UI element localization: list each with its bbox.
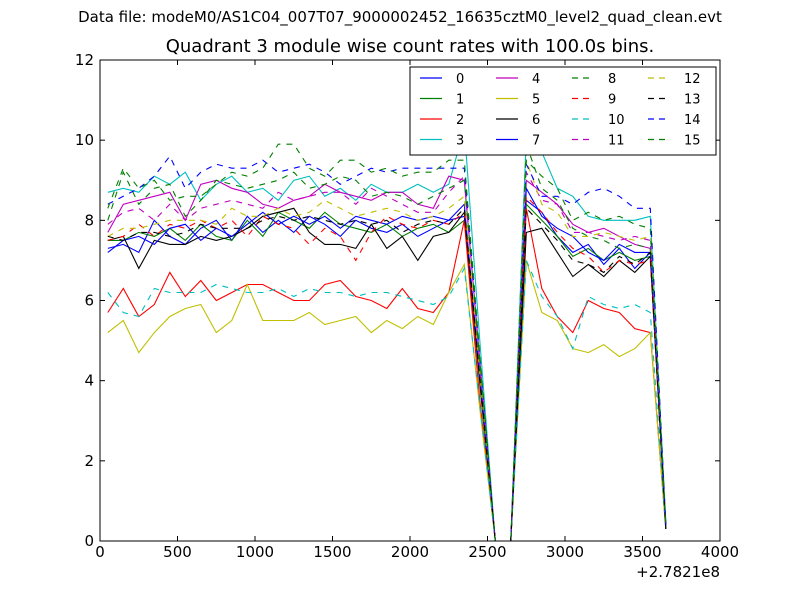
chart-title: Quadrant 3 module wise count rates with … [165,36,655,57]
x-tick-label: 1500 [313,543,351,561]
y-tick-label: 8 [84,211,94,229]
legend-label-7: 7 [532,134,540,149]
series-line-0 [107,199,667,542]
x-tick-label: 4000 [701,543,739,561]
y-tick-label: 4 [84,372,94,390]
legend-label-14: 14 [684,113,701,128]
series-line-12 [107,160,667,542]
series-layer [107,127,667,542]
x-tick-label: 500 [163,543,192,561]
series-line-6 [107,207,667,542]
legend-label-4: 4 [532,72,540,87]
legend-label-0: 0 [456,72,464,87]
legend-label-1: 1 [456,93,464,108]
x-tick-label: 2000 [391,543,429,561]
legend-label-8: 8 [608,72,616,87]
data-file-title: Data file: modeM0/AS1C04_007T07_90000024… [78,8,722,26]
y-tick-label: 10 [75,131,94,149]
y-tick-label: 6 [84,292,94,310]
x-tick-label: 1000 [236,543,274,561]
y-tick-label: 0 [84,532,94,550]
series-line-11 [107,170,667,542]
series-line-8 [107,144,667,542]
legend-label-15: 15 [684,134,701,149]
axes-layer: 0 500 1000 1500 2000 2500 3000 3500 400002468101… [75,51,739,581]
legend-label-5: 5 [532,93,540,108]
y-tick-label: 12 [75,51,94,69]
legend-label-9: 9 [608,93,616,108]
x-tick-label: 2500 [468,543,506,561]
series-line-2 [107,208,667,542]
y-tick-label: 2 [84,452,94,470]
legend-label-13: 13 [684,93,701,108]
legend-box [409,66,717,156]
legend-label-12: 12 [684,72,701,87]
series-line-10 [107,260,667,542]
x-tick-label: 0 [95,543,105,561]
x-tick-label: 3500 [623,543,661,561]
legend-label-10: 10 [608,113,625,128]
series-line-13 [107,207,667,542]
x-offset-label: +2.7821e8 [636,563,720,581]
x-tick-label: 3000 [546,543,584,561]
legend-label-2: 2 [456,113,464,128]
legend-label-11: 11 [608,134,625,149]
series-line-14 [107,155,667,542]
legend-label-6: 6 [532,113,540,128]
legend-label-3: 3 [456,134,464,149]
